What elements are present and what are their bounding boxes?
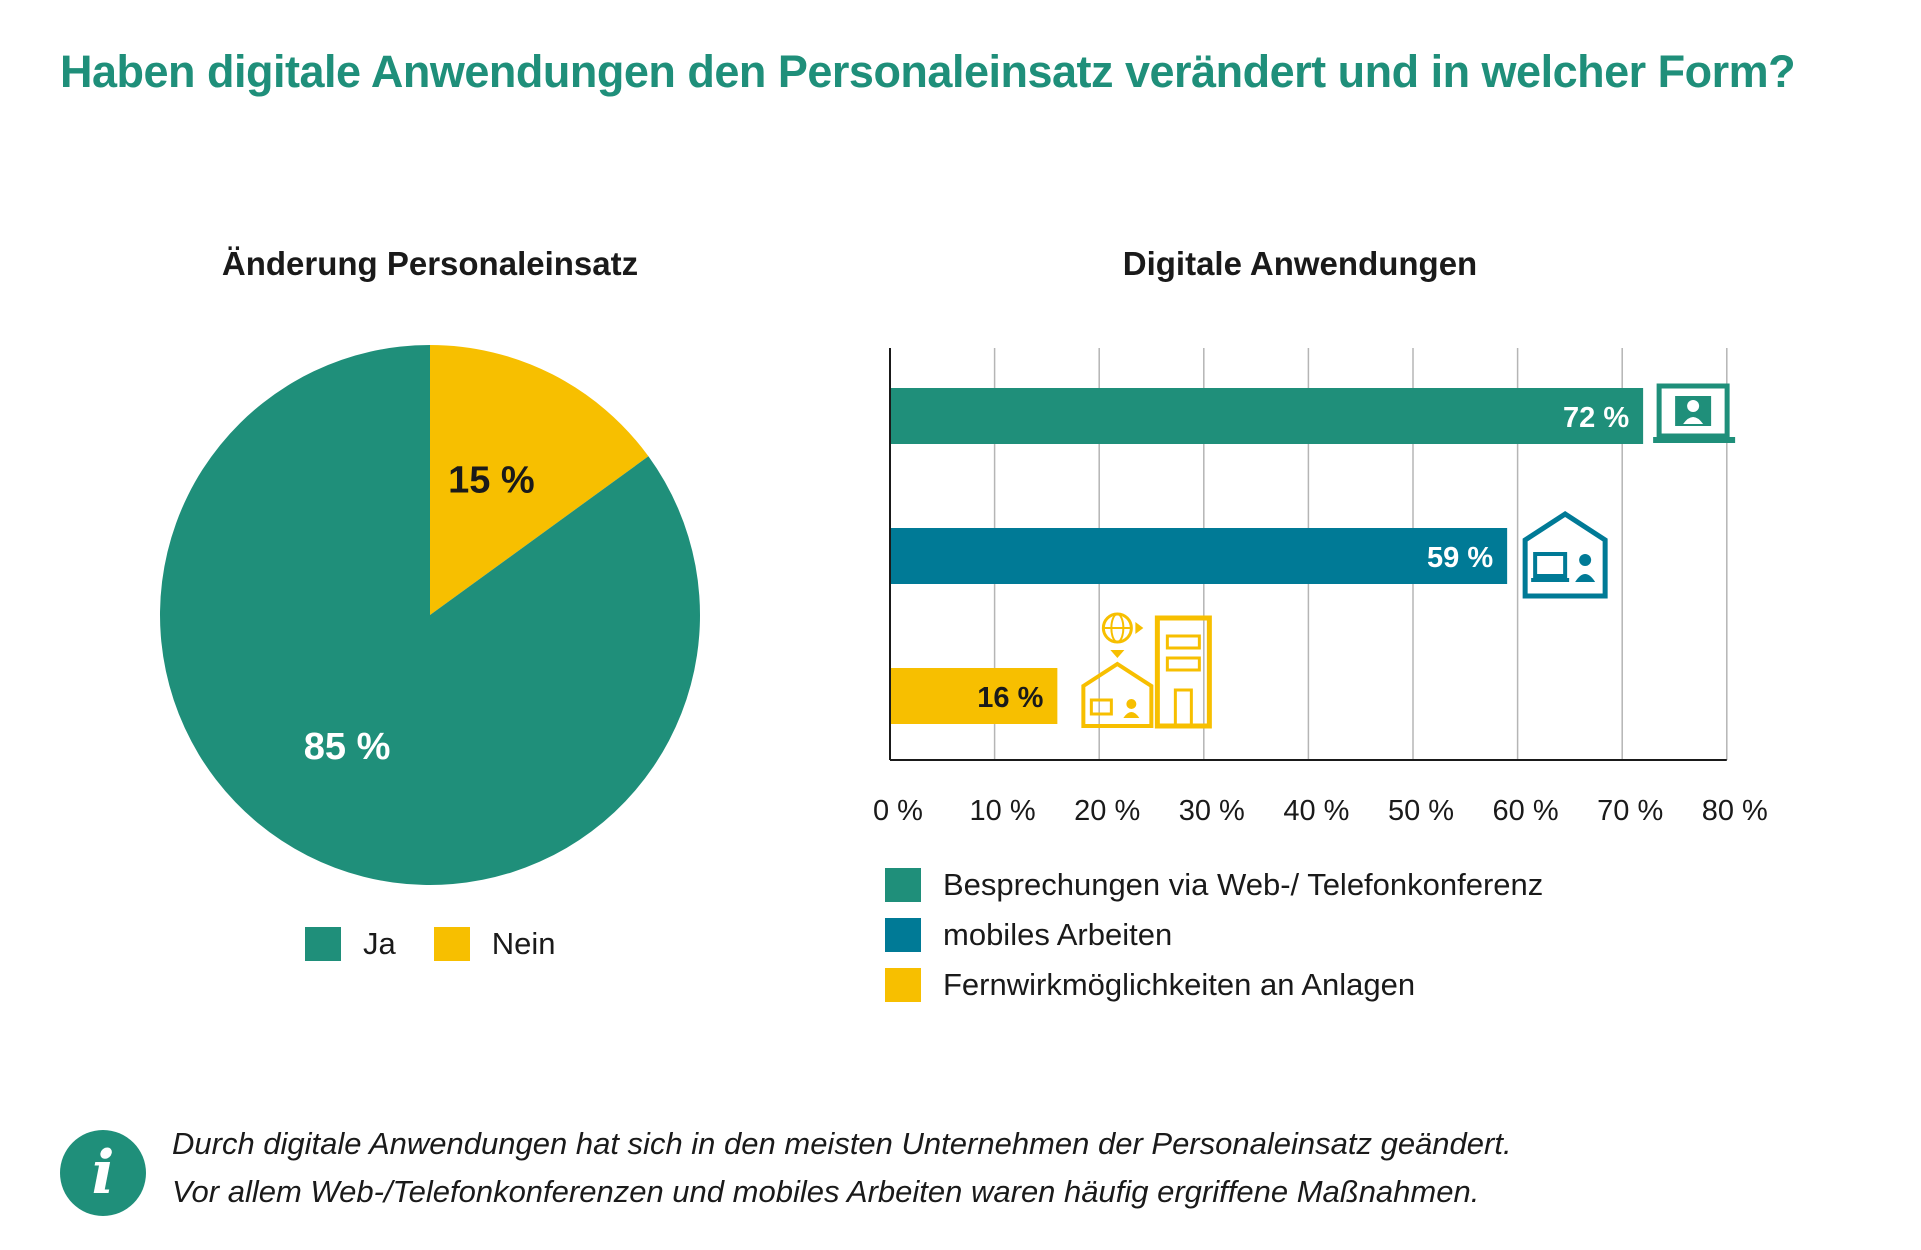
- info-text-line-1: Durch digitale Anwendungen hat sich in d…: [172, 1126, 1512, 1161]
- bar-data-label-1: 72 %: [1563, 402, 1629, 434]
- legend-label-mobile-work: mobiles Arbeiten: [943, 917, 1173, 952]
- pie-slice-ja: [159, 345, 701, 885]
- x-tick-label-30: 30 %: [1179, 795, 1245, 827]
- pie-chart-title: Änderung Personaleinsatz: [221, 245, 639, 282]
- x-tick-label-60: 60 %: [1493, 795, 1559, 827]
- info-icon: i: [60, 1130, 146, 1216]
- legend-swatch-nein: [433, 927, 470, 961]
- legend-item-web-conference: Besprechungen via Web-/ Telefonkonferenz: [885, 860, 1543, 910]
- legend-label-web-conference: Besprechungen via Web-/ Telefonkonferenz: [943, 867, 1544, 902]
- legend-item-mobile-work: mobiles Arbeiten: [885, 910, 1543, 960]
- legend-swatch-web-conference: [885, 868, 921, 902]
- home-office-icon: [1522, 511, 1608, 599]
- x-tick-label-10: 10 %: [970, 795, 1036, 827]
- x-tick-label-20: 20 %: [1074, 795, 1140, 827]
- bar-data-label-2: 59 %: [1427, 542, 1493, 574]
- legend-item-remote-control: Fernwirkmöglichkeiten an Anlagen: [885, 960, 1543, 1010]
- pie-label-nein: 15 %: [448, 460, 535, 502]
- x-tick-label-80: 80 %: [1702, 795, 1768, 827]
- x-tick-label-70: 70 %: [1597, 795, 1663, 827]
- bar-chart-title: Digitale Anwendungen: [1122, 245, 1478, 282]
- legend-label-nein: Nein: [491, 926, 556, 961]
- info-text: Durch digitale Anwendungen hat sich in d…: [172, 1120, 1512, 1216]
- bar-1: [891, 388, 1644, 444]
- legend-label-remote-control: Fernwirkmöglichkeiten an Anlagen: [943, 967, 1416, 1002]
- pie-legend: Ja Nein: [305, 926, 594, 962]
- x-tick-label-0: 0 %: [873, 795, 923, 827]
- page-title: Haben digitale Anwendungen den Personale…: [60, 46, 1796, 97]
- bar-3: [891, 668, 1058, 724]
- bar-data-label-3: 16 %: [977, 682, 1043, 714]
- legend-item-ja: Ja: [305, 926, 396, 962]
- legend-label-ja: Ja: [363, 926, 396, 961]
- pie-slice-nein: [430, 345, 649, 615]
- legend-swatch-remote-control: [885, 968, 921, 1002]
- x-tick-label-40: 40 %: [1283, 795, 1349, 827]
- bar-legend: Besprechungen via Web-/ Telefonkonferenz…: [885, 860, 1543, 1010]
- laptop-person-icon: [1653, 383, 1736, 443]
- legend-swatch-mobile-work: [885, 918, 921, 952]
- bar-chart: 0 % 10 % 20 % 30 % 40 % 50 % 60 % 70 % 80 % 72 % 5…: [873, 348, 1768, 827]
- pie-chart: 15 % 85 %: [159, 345, 701, 885]
- bar-2: [891, 528, 1508, 584]
- remote-control-buildings-icon: [1081, 612, 1212, 729]
- pie-label-ja: 85 %: [304, 726, 391, 768]
- legend-swatch-ja: [305, 927, 341, 961]
- info-text-line-2: Vor allem Web-/Telefonkonferenzen und mo…: [172, 1174, 1480, 1209]
- legend-item-nein: Nein: [433, 926, 556, 962]
- x-tick-label-50: 50 %: [1388, 795, 1454, 827]
